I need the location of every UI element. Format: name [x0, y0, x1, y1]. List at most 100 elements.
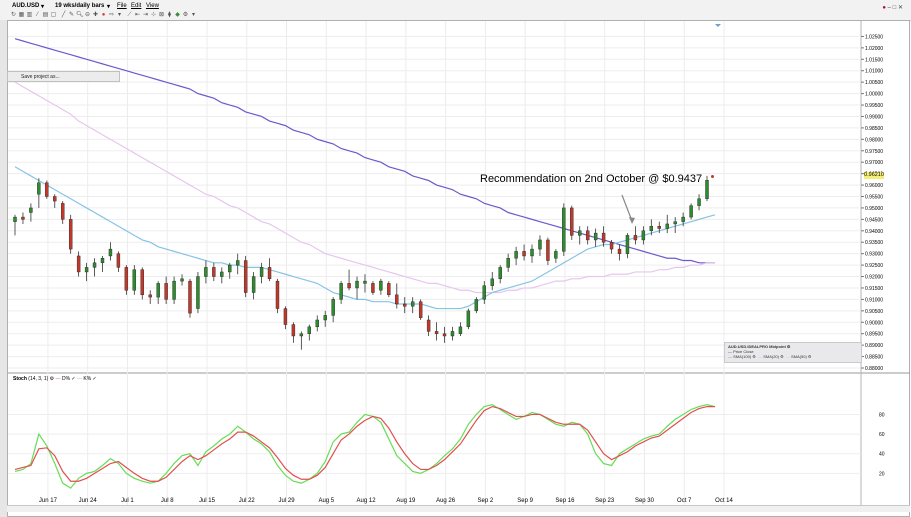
x-tick-label: Sep 23 [595, 498, 615, 504]
pencil-icon[interactable]: ✎ [68, 12, 75, 18]
candle-body [379, 280, 383, 291]
stoch-tick-label: 40 [879, 452, 885, 458]
scroll-right-icon[interactable]: ⇥ [142, 12, 149, 18]
candle-body [426, 319, 431, 332]
candle-body [466, 310, 471, 328]
dropdown-chevron-icon[interactable]: ▾ [107, 4, 111, 10]
compress-icon[interactable]: ⊠ [158, 12, 165, 18]
candle-body [116, 253, 121, 268]
y-tick-label: 0.89500 [865, 332, 883, 338]
x-tick-label: Jun 24 [79, 498, 98, 504]
candle-body [307, 326, 311, 334]
trend-icon[interactable]: ⟋ [127, 12, 132, 18]
candle-body [538, 239, 542, 250]
candle-body [514, 251, 518, 259]
zoom-in-icon[interactable]: 🔍︎ [76, 12, 84, 18]
x-tick-label: Jul 8 [161, 498, 174, 504]
crosshair-icon[interactable]: ✚ [92, 12, 99, 18]
chart-type-icon[interactable]: ▥ [26, 12, 33, 18]
candle-body [251, 276, 256, 293]
stoch-tick-label: 80 [879, 412, 885, 418]
y-tick-label: 0.93500 [865, 240, 883, 246]
link-icon[interactable]: ● [882, 5, 886, 11]
y-tick-label: 0.96000 [865, 183, 883, 189]
candle-body [363, 280, 367, 284]
candle-body [609, 242, 614, 250]
arrow-icon[interactable]: ⇨ [108, 12, 115, 18]
window-controls[interactable]: ● – □ ✕ [882, 5, 903, 11]
y-tick-label: 0.94000 [865, 229, 883, 235]
y-tick-label: 1.02500 [865, 34, 883, 40]
candle-body [657, 226, 661, 229]
indicator-icon[interactable]: ⧫ [168, 12, 171, 18]
candle-body [164, 283, 168, 300]
legend-sma-row: — SMA(100) ⚙ — SMA(20) ⚙ — SMA(50) ⚙ [728, 354, 812, 359]
menu-edit[interactable]: Edit [131, 3, 142, 9]
dropdown-chevron-icon[interactable]: ▾ [41, 4, 45, 10]
color-icon[interactable]: ◆ [175, 12, 180, 18]
candle-body [403, 303, 407, 307]
candle-body [593, 232, 598, 241]
line-chart-icon[interactable]: ⁄ [36, 12, 38, 18]
grid-icon[interactable]: ▦ [18, 12, 25, 18]
candle-body [641, 230, 646, 241]
candle-body [68, 219, 73, 250]
symbol-selector[interactable]: AUD.USD [12, 3, 40, 9]
y-tick-label: 1.00000 [865, 92, 883, 98]
y-tick-label: 0.88500 [865, 355, 883, 361]
stoch-tick-label: 20 [879, 471, 885, 477]
x-tick-label: Sep 16 [555, 498, 575, 504]
menu-file[interactable]: File [117, 3, 127, 9]
x-tick-label: Jun 17 [39, 498, 58, 504]
window-icon[interactable]: ▢ [50, 12, 57, 18]
sma50-line [14, 81, 715, 294]
legend-price-close: — Price Close [728, 349, 754, 354]
candle-body [124, 267, 129, 291]
candle-body [490, 278, 494, 286]
annotation-arrowhead [629, 217, 635, 224]
candle-body [45, 182, 49, 197]
y-tick-label: 0.89000 [865, 343, 883, 349]
stop-icon[interactable]: ● [101, 12, 106, 18]
candle-body [13, 216, 17, 222]
dropdown-chevron-icon[interactable]: ▾ [191, 12, 195, 18]
stoch-d-line [14, 405, 715, 482]
context-menu-save-project[interactable]: Save project as... [7, 71, 120, 82]
draw-line-icon[interactable]: ╱ [61, 12, 66, 18]
period-selector[interactable]: 19 wks/daily bars [55, 3, 105, 9]
move-icon[interactable]: ⊹ [150, 12, 157, 18]
refresh-icon[interactable]: ↻ [10, 12, 17, 18]
candle-body [339, 283, 343, 300]
candle-body [705, 180, 709, 199]
dropdown-chevron-icon[interactable]: ▾ [117, 12, 121, 18]
candle-body [132, 269, 137, 291]
y-tick-label: 1.02000 [865, 46, 883, 52]
candle-body [395, 294, 399, 305]
candle-body [562, 207, 566, 252]
y-tick-label: 0.98500 [865, 126, 883, 132]
x-tick-label: Aug 12 [357, 498, 377, 504]
indicator-legend[interactable]: AUD.USD.IDEALPRO Midpoint ⚙ — Price Clos… [724, 342, 862, 363]
candle-body [299, 333, 304, 337]
zoom-out-icon[interactable]: ⊖ [84, 12, 91, 18]
candle-body [585, 230, 590, 241]
y-tick-label: 0.94500 [865, 217, 883, 223]
candle-body [697, 198, 701, 206]
candle-body [347, 283, 351, 289]
date-scroll-strip[interactable] [7, 505, 910, 512]
scroll-left-icon[interactable]: ⇤ [134, 12, 141, 18]
candle-body [236, 260, 240, 266]
candle-body [228, 264, 232, 273]
x-tick-label: Jul 15 [199, 498, 216, 504]
candle-body [554, 251, 558, 259]
candle-body [212, 267, 216, 277]
stoch-legend[interactable]: Stoch (14, 3, 1) ⚙ — D% ✓ — K% ✓ [13, 376, 97, 382]
x-tick-label: Sep 30 [635, 498, 655, 504]
candle-body [220, 271, 224, 277]
candle-body [570, 207, 574, 236]
settings-icon[interactable]: ⚙ [182, 12, 189, 18]
menu-view[interactable]: View [146, 3, 159, 9]
candle-body [259, 267, 264, 277]
table-icon[interactable]: ▤ [42, 12, 49, 18]
